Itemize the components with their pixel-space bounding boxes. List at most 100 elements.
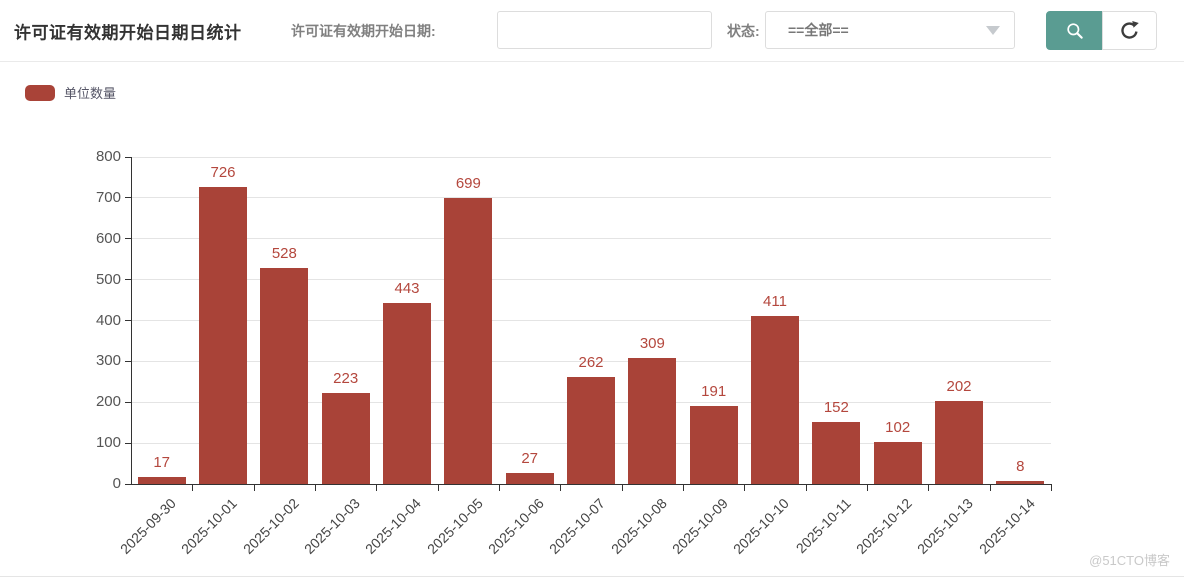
bar-value-label: 17 [153, 454, 170, 472]
bar[interactable] [628, 357, 677, 484]
refresh-button[interactable] [1102, 11, 1157, 50]
x-axis-tick [437, 485, 439, 491]
y-axis-label: 0 [112, 475, 121, 492]
bar-value-label: 726 [210, 164, 236, 182]
y-axis-label: 200 [95, 393, 121, 411]
status-select[interactable]: ==全部== [765, 11, 1015, 49]
x-axis-tick [253, 485, 255, 491]
y-axis-tick [125, 442, 131, 444]
x-axis-label: 2025-10-13 [914, 495, 977, 557]
y-axis-label: 100 [95, 434, 121, 452]
chart-legend[interactable]: 单位数量 [25, 83, 116, 102]
y-axis-tick [125, 238, 131, 240]
bar[interactable] [873, 442, 922, 484]
grid-line [131, 197, 1051, 199]
bar-value-label: 699 [455, 175, 481, 193]
search-icon [1065, 21, 1085, 41]
y-axis-line [131, 157, 132, 484]
x-axis-tick [805, 485, 807, 491]
bar[interactable] [505, 472, 554, 484]
x-axis-tick [683, 485, 684, 491]
y-axis-label: 300 [95, 352, 121, 370]
y-axis-label: 500 [95, 270, 121, 288]
bar[interactable] [689, 405, 738, 484]
y-axis-tick [125, 360, 131, 362]
bar[interactable] [444, 198, 493, 484]
x-axis-label: 2025-10-08 [607, 495, 670, 557]
bar-value-label: 262 [578, 353, 604, 371]
x-axis-tick [744, 485, 746, 491]
grid-line [131, 238, 1051, 240]
x-axis-label: 2025-10-10 [730, 495, 793, 557]
x-axis-tick [621, 485, 623, 491]
y-axis-label: 600 [95, 229, 121, 247]
bar-value-label: 443 [394, 279, 420, 297]
y-axis-label: 700 [95, 188, 121, 206]
search-button[interactable] [1046, 11, 1103, 50]
bar-value-label: 8 [1016, 457, 1025, 475]
x-axis-label: 2025-10-07 [546, 495, 609, 557]
x-axis-tick [376, 485, 378, 491]
bar[interactable] [812, 421, 861, 484]
x-axis-label: 2025-09-30 [117, 495, 179, 557]
y-axis-label: 400 [95, 311, 121, 329]
x-axis-label: 2025-10-05 [423, 495, 486, 557]
refresh-icon [1119, 20, 1140, 41]
legend-marker [25, 84, 55, 101]
x-axis-tick [989, 485, 991, 491]
date-filter-label: 许可证有效期开始日期: [291, 22, 436, 39]
bar-value-label: 27 [521, 449, 538, 467]
status-select-value: ==全部== [788, 22, 849, 38]
bar[interactable] [751, 316, 799, 484]
x-axis-label: 2025-10-14 [975, 495, 1038, 557]
bar-value-label: 411 [763, 293, 787, 310]
x-axis-tick [315, 485, 316, 491]
bar[interactable] [935, 401, 983, 484]
bar[interactable] [996, 480, 1045, 484]
x-axis-label: 2025-10-12 [853, 495, 915, 557]
bar-value-label: 191 [701, 382, 727, 400]
x-axis-label: 2025-10-02 [239, 495, 302, 557]
y-axis-tick [125, 156, 131, 158]
y-axis-tick [125, 320, 131, 321]
bar[interactable] [567, 376, 615, 484]
x-axis-tick [560, 485, 562, 491]
x-axis-label: 2025-10-11 [792, 495, 854, 557]
bar-value-label: 152 [823, 398, 849, 416]
bar[interactable] [321, 392, 370, 484]
bar[interactable] [260, 268, 309, 484]
y-axis-tick [125, 197, 131, 199]
bar-value-label: 309 [639, 334, 665, 352]
bar[interactable] [383, 302, 431, 484]
x-axis-tick [928, 485, 930, 491]
bar-value-label: 223 [333, 369, 359, 387]
x-axis-tick [867, 485, 868, 491]
y-axis-tick [125, 483, 131, 485]
header-bar: 许可证有效期开始日期日统计 许可证有效期开始日期: 状态: ==全部== [0, 0, 1184, 62]
date-input[interactable] [497, 11, 712, 49]
y-axis-tick [125, 279, 131, 281]
bar[interactable] [199, 187, 247, 484]
x-axis-tick [499, 485, 500, 491]
x-axis-label: 2025-10-04 [362, 495, 425, 557]
x-axis-label: 2025-10-03 [301, 495, 363, 557]
watermark: @51CTO博客 [1089, 553, 1170, 568]
x-axis-line [131, 484, 1052, 485]
bar-value-label: 528 [271, 245, 297, 263]
x-axis-tick [192, 485, 194, 491]
y-axis-tick [125, 401, 131, 403]
bar-value-label: 202 [946, 378, 972, 396]
bar[interactable] [137, 477, 186, 484]
y-axis-label: 800 [95, 148, 121, 165]
bar-value-label: 102 [885, 419, 911, 437]
grid-line [131, 156, 1051, 158]
x-axis-label: 2025-10-06 [485, 495, 547, 557]
x-axis-tick [1051, 485, 1052, 491]
status-filter-label: 状态: [727, 22, 760, 39]
page-title: 许可证有效期开始日期日统计 [14, 23, 242, 42]
legend-label: 单位数量 [64, 86, 117, 101]
chevron-down-icon [986, 26, 1000, 35]
x-axis-label: 2025-10-01 [178, 495, 241, 557]
